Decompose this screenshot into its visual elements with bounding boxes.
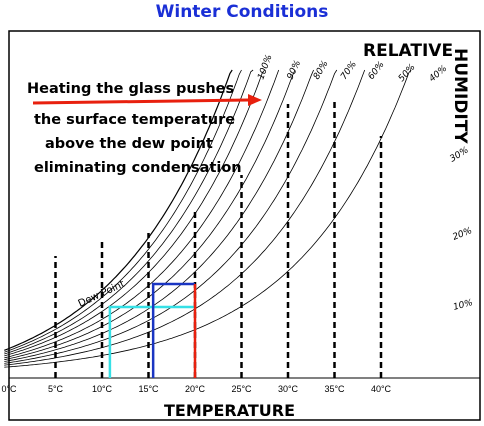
humidity-curve-20pct bbox=[4, 69, 366, 366]
x-tick-label-25: 25°C bbox=[231, 384, 252, 394]
curve-label-70pct: 70% bbox=[339, 60, 359, 82]
x-tick-label-20: 20°C bbox=[185, 384, 206, 394]
humidity-curve-40pct bbox=[4, 69, 314, 362]
humidity-curve-90pct bbox=[4, 69, 242, 353]
label-humidity: HUMIDITY bbox=[450, 48, 470, 144]
curve-label-90pct: 90% bbox=[286, 59, 304, 81]
x-tick-label-30: 30°C bbox=[278, 384, 299, 394]
curve-label-10pct: 10% bbox=[452, 298, 474, 313]
curve-label-100pct: 100% bbox=[256, 53, 274, 81]
annotation-line-4: eliminating condensation bbox=[34, 160, 242, 176]
label-relative: RELATIVE bbox=[363, 41, 453, 61]
dark-blue-line bbox=[151, 282, 195, 378]
annotation-line-3: above the dew point bbox=[45, 136, 213, 152]
chart-title: Winter Conditions bbox=[155, 2, 329, 22]
x-tick-label-40: 40°C bbox=[371, 384, 392, 394]
annotation-line-1: Heating the glass pushes bbox=[27, 81, 234, 97]
humidity-curve-10pct bbox=[4, 69, 412, 368]
curve-label-40pct: 40% bbox=[428, 64, 450, 85]
x-tick-label-35: 35°C bbox=[324, 384, 345, 394]
humidity-curve-60pct bbox=[4, 69, 280, 359]
annotation-line-2: the surface temperature bbox=[34, 112, 235, 128]
curve-label-50pct: 50% bbox=[397, 62, 418, 84]
chart-frame bbox=[8, 30, 481, 421]
curve-label-60pct: 60% bbox=[366, 60, 386, 82]
x-axis-title: TEMPERATURE bbox=[164, 401, 295, 420]
x-tick-labels: 0°C 5°C 10°C 15°C 20°C 25°C 30°C 35°C 40°C bbox=[1, 384, 391, 394]
curve-label-20pct: 20% bbox=[451, 226, 473, 243]
red-arrow bbox=[32, 94, 262, 106]
humidity-curves bbox=[4, 69, 412, 368]
humidity-curve-80pct bbox=[4, 69, 254, 355]
x-tick-label-0: 0°C bbox=[1, 384, 17, 394]
curve-label-30pct: 30% bbox=[448, 145, 470, 164]
humidity-curve-70pct bbox=[4, 69, 266, 357]
x-tick-label-15: 15°C bbox=[138, 384, 159, 394]
humidity-curve-100pct bbox=[4, 69, 233, 351]
curve-label-80pct: 80% bbox=[312, 59, 331, 81]
x-tick-label-10: 10°C bbox=[92, 384, 113, 394]
dew-point-line bbox=[108, 305, 195, 378]
x-tick-label-5: 5°C bbox=[48, 384, 64, 394]
highlight-lines bbox=[108, 282, 197, 378]
